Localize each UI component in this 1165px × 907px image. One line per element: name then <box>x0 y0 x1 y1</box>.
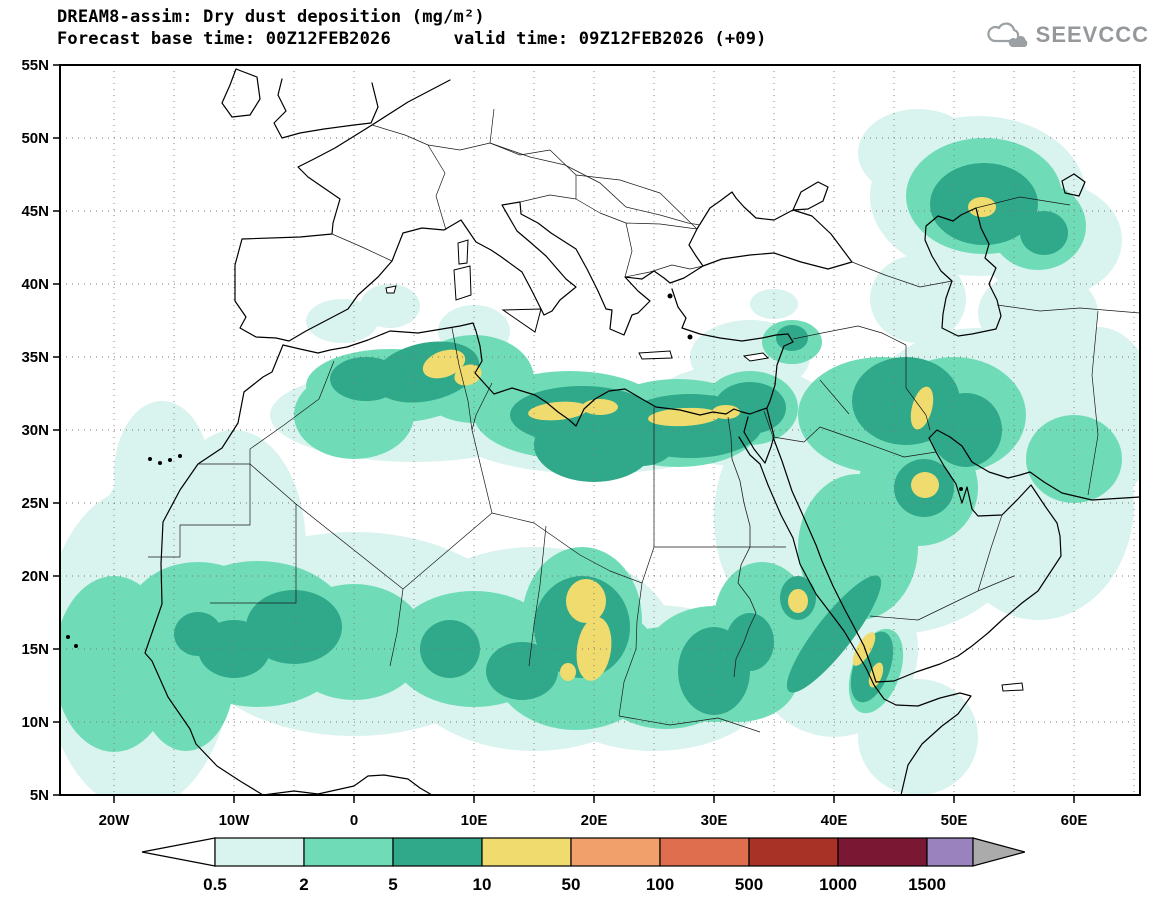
legend-over-arrow <box>972 837 1028 867</box>
legend-label: 10 <box>473 875 492 894</box>
legend-label: 50 <box>562 875 581 894</box>
y-axis: 55N 50N 45N 40N 35N 30N 25N 20N 15N 10N 5N <box>21 57 60 804</box>
legend-box <box>392 837 483 867</box>
y-axis-label: 55N <box>21 57 49 74</box>
legend-label: 1500 <box>908 875 946 894</box>
country-borders <box>148 108 1140 733</box>
coastline-west-africa <box>144 344 284 795</box>
legend-label: 2 <box>299 875 308 894</box>
x-axis-label: 60E <box>1061 812 1088 829</box>
legend-box <box>748 837 839 867</box>
y-axis-label: 10N <box>21 714 49 731</box>
legend-box <box>481 837 572 867</box>
map-header: DREAM8-assim: Dry dust deposition (mg/m²… <box>57 6 767 50</box>
lesbos <box>667 293 673 299</box>
x-axis-label: 30E <box>701 812 728 829</box>
x-axis-label: 10W <box>219 812 251 829</box>
coastline-arabia-gulf <box>772 429 1140 683</box>
legend-box <box>837 837 928 867</box>
legend-under-arrow <box>141 837 216 867</box>
map-subtitle: Forecast base time: 00Z12FEB2026 valid t… <box>57 29 767 49</box>
legend-box <box>659 837 750 867</box>
y-axis-label: 25N <box>21 495 49 512</box>
legend-label: 5 <box>388 875 397 894</box>
legend-label: 100 <box>646 875 674 894</box>
coastline-sinai <box>743 408 775 464</box>
y-axis-label: 45N <box>21 203 49 220</box>
lat-lon-grid <box>60 65 1140 795</box>
legend-bar: 0.5 2 5 10 50 100 500 1000 1500 <box>141 837 1028 894</box>
legend-label: 1000 <box>819 875 857 894</box>
coastline-aral <box>1061 173 1086 197</box>
seevccc-logo: SEEVCCC <box>984 20 1149 50</box>
cloud-icon <box>987 22 1027 48</box>
coastline-gulf-of-guinea <box>262 774 433 795</box>
y-axis-label: 30N <box>21 422 49 439</box>
legend-box <box>570 837 661 867</box>
nile-river <box>727 416 757 678</box>
color-scale-legend: 0.5 2 5 10 50 100 500 1000 1500 <box>0 830 1165 899</box>
coastline-anatolia-levant-nafrica <box>282 288 794 427</box>
islands <box>385 239 1024 692</box>
rhodes <box>687 334 693 340</box>
cape-verde <box>66 635 70 639</box>
logo-text: SEEVCCC <box>1035 22 1149 47</box>
legend-label: 500 <box>735 875 763 894</box>
x-axis-label: 50E <box>941 812 968 829</box>
coastline-egypt-redsea-somalia <box>738 436 972 795</box>
x-axis-label: 20E <box>581 812 608 829</box>
geography <box>66 68 1140 795</box>
y-axis-label: 20N <box>21 568 49 585</box>
coastline-europe <box>234 79 704 342</box>
x-axis-label: 40E <box>821 812 848 829</box>
canary-islands <box>148 457 152 461</box>
dust-deposition-map: 55N 50N 45N 40N 35N 30N 25N 20N 15N 10N 5N 20W 10W 0… <box>21 57 1141 829</box>
danube-river <box>489 142 701 226</box>
y-axis-label: 50N <box>21 130 49 147</box>
coastline-ireland <box>221 68 261 118</box>
y-axis-label: 35N <box>21 349 49 366</box>
coastline-black-sea <box>688 191 853 270</box>
y-axis-label: 5N <box>30 787 49 804</box>
coastline-britain <box>273 78 379 139</box>
x-axis-label: 0 <box>350 812 358 829</box>
map-title: DREAM8-assim: Dry dust deposition (mg/m²… <box>57 7 485 27</box>
legend-box <box>926 837 974 867</box>
bahrain <box>959 487 963 491</box>
dust-contours <box>60 109 1140 795</box>
x-axis: 20W 10W 0 10E 20E 30E 40E 50E 60E <box>99 795 1088 829</box>
coastline-azov <box>792 181 829 211</box>
legend-box <box>214 837 305 867</box>
y-axis-label: 40N <box>21 276 49 293</box>
x-axis-label: 10E <box>461 812 488 829</box>
legend-box <box>303 837 394 867</box>
legend-label: 0.5 <box>203 875 227 894</box>
y-axis-label: 15N <box>21 641 49 658</box>
x-axis-label: 20W <box>99 812 131 829</box>
